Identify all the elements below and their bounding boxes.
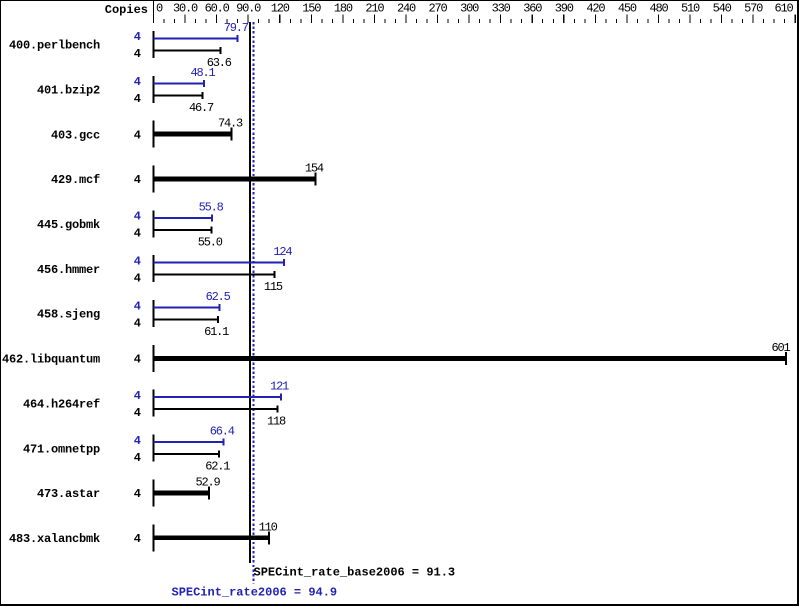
svg-text:4: 4 [134, 173, 141, 187]
svg-text:4: 4 [134, 451, 141, 465]
svg-text:4: 4 [134, 227, 141, 241]
svg-text:4: 4 [134, 254, 141, 268]
svg-text:118: 118 [267, 415, 286, 429]
svg-text:48.1: 48.1 [190, 66, 215, 80]
svg-text:150: 150 [302, 1, 321, 15]
svg-text:55.0: 55.0 [198, 235, 223, 249]
svg-text:4: 4 [134, 299, 141, 313]
svg-text:610: 610 [774, 1, 793, 15]
svg-text:74.3: 74.3 [218, 117, 243, 131]
svg-text:4: 4 [134, 75, 141, 89]
svg-text:483.xalancbmk: 483.xalancbmk [9, 532, 100, 546]
svg-text:30.0: 30.0 [173, 1, 198, 15]
svg-text:46.7: 46.7 [189, 101, 214, 115]
svg-text:480: 480 [649, 1, 668, 15]
svg-text:570: 570 [744, 1, 763, 15]
svg-text:403.gcc: 403.gcc [51, 128, 100, 142]
svg-text:55.8: 55.8 [199, 200, 224, 214]
svg-text:445.gobmk: 445.gobmk [37, 218, 100, 232]
svg-text:4: 4 [134, 406, 141, 420]
svg-text:SPECint_rate2006 = 94.9: SPECint_rate2006 = 94.9 [172, 586, 338, 600]
svg-text:154: 154 [305, 161, 324, 175]
svg-text:4: 4 [134, 316, 141, 330]
svg-text:400.perlbench: 400.perlbench [9, 39, 100, 53]
svg-text:4: 4 [134, 92, 141, 106]
svg-text:60.0: 60.0 [205, 1, 230, 15]
svg-text:4: 4 [134, 353, 141, 367]
svg-text:464.h264ref: 464.h264ref [23, 397, 100, 411]
svg-text:62.1: 62.1 [205, 460, 230, 474]
svg-text:120: 120 [271, 1, 290, 15]
svg-text:360: 360 [523, 1, 542, 15]
svg-text:240: 240 [397, 1, 416, 15]
svg-text:450: 450 [618, 1, 637, 15]
svg-text:115: 115 [264, 280, 283, 294]
svg-text:4: 4 [134, 47, 141, 61]
svg-text:458.sjeng: 458.sjeng [37, 308, 100, 322]
svg-text:110: 110 [259, 520, 278, 534]
svg-text:4: 4 [134, 532, 141, 546]
svg-text:4: 4 [134, 210, 141, 224]
svg-text:SPECint_rate_base2006 = 91.3: SPECint_rate_base2006 = 91.3 [254, 566, 456, 580]
svg-text:0: 0 [156, 1, 163, 15]
svg-text:90.0: 90.0 [236, 1, 261, 15]
svg-text:66.4: 66.4 [210, 425, 235, 439]
svg-text:510: 510 [681, 1, 700, 15]
svg-text:79.7: 79.7 [224, 21, 249, 35]
svg-text:63.6: 63.6 [207, 56, 232, 70]
svg-text:52.9: 52.9 [196, 475, 221, 489]
svg-text:540: 540 [713, 1, 732, 15]
svg-text:462.libquantum: 462.libquantum [2, 353, 100, 367]
svg-text:420: 420 [586, 1, 605, 15]
svg-text:270: 270 [429, 1, 448, 15]
svg-text:4: 4 [134, 434, 141, 448]
svg-text:4: 4 [134, 487, 141, 501]
svg-text:180: 180 [334, 1, 353, 15]
svg-text:429.mcf: 429.mcf [51, 173, 100, 187]
svg-text:456.hmmer: 456.hmmer [37, 263, 100, 277]
svg-text:330: 330 [492, 1, 511, 15]
svg-text:Copies: Copies [105, 3, 148, 17]
svg-text:401.bzip2: 401.bzip2 [37, 83, 100, 97]
svg-text:62.5: 62.5 [206, 290, 231, 304]
svg-text:4: 4 [134, 389, 141, 403]
svg-text:124: 124 [273, 245, 292, 259]
svg-text:61.1: 61.1 [204, 325, 229, 339]
svg-text:4: 4 [134, 271, 141, 285]
svg-text:390: 390 [555, 1, 574, 15]
svg-text:601: 601 [771, 341, 790, 355]
svg-text:471.omnetpp: 471.omnetpp [23, 442, 100, 456]
svg-text:210: 210 [365, 1, 384, 15]
svg-text:4: 4 [134, 30, 141, 44]
svg-text:4: 4 [134, 128, 141, 142]
svg-text:121: 121 [270, 380, 289, 394]
svg-text:473.astar: 473.astar [37, 487, 100, 501]
svg-text:300: 300 [460, 1, 479, 15]
